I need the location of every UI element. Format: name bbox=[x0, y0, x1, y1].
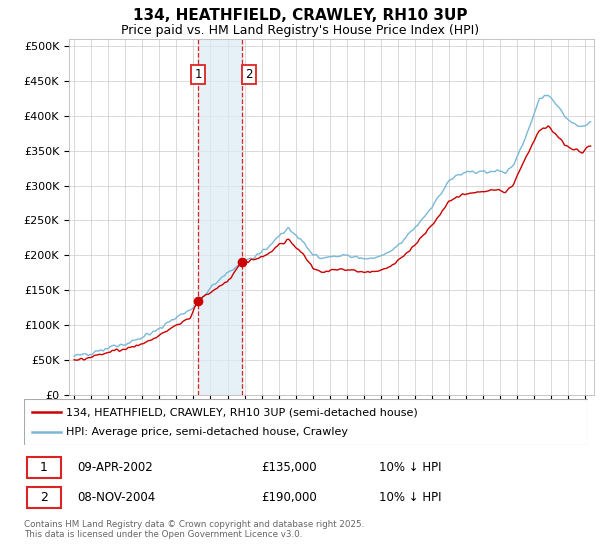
Text: 2: 2 bbox=[245, 68, 253, 81]
Text: 2: 2 bbox=[40, 491, 47, 504]
Bar bbox=[198, 39, 242, 395]
Text: 134, HEATHFIELD, CRAWLEY, RH10 3UP (semi-detached house): 134, HEATHFIELD, CRAWLEY, RH10 3UP (semi… bbox=[66, 407, 418, 417]
Text: 10% ↓ HPI: 10% ↓ HPI bbox=[379, 491, 442, 504]
Text: £190,000: £190,000 bbox=[261, 491, 317, 504]
Text: Contains HM Land Registry data © Crown copyright and database right 2025.
This d: Contains HM Land Registry data © Crown c… bbox=[24, 520, 364, 539]
Text: 08-NOV-2004: 08-NOV-2004 bbox=[77, 491, 156, 504]
Bar bbox=[27, 487, 61, 508]
Text: HPI: Average price, semi-detached house, Crawley: HPI: Average price, semi-detached house,… bbox=[66, 427, 348, 437]
Text: 1: 1 bbox=[194, 68, 202, 81]
Text: 10% ↓ HPI: 10% ↓ HPI bbox=[379, 461, 442, 474]
Text: Price paid vs. HM Land Registry's House Price Index (HPI): Price paid vs. HM Land Registry's House … bbox=[121, 24, 479, 36]
Text: £135,000: £135,000 bbox=[261, 461, 317, 474]
Text: 1: 1 bbox=[40, 461, 47, 474]
Bar bbox=[27, 456, 61, 478]
Text: 134, HEATHFIELD, CRAWLEY, RH10 3UP: 134, HEATHFIELD, CRAWLEY, RH10 3UP bbox=[133, 8, 467, 24]
Text: 09-APR-2002: 09-APR-2002 bbox=[77, 461, 154, 474]
